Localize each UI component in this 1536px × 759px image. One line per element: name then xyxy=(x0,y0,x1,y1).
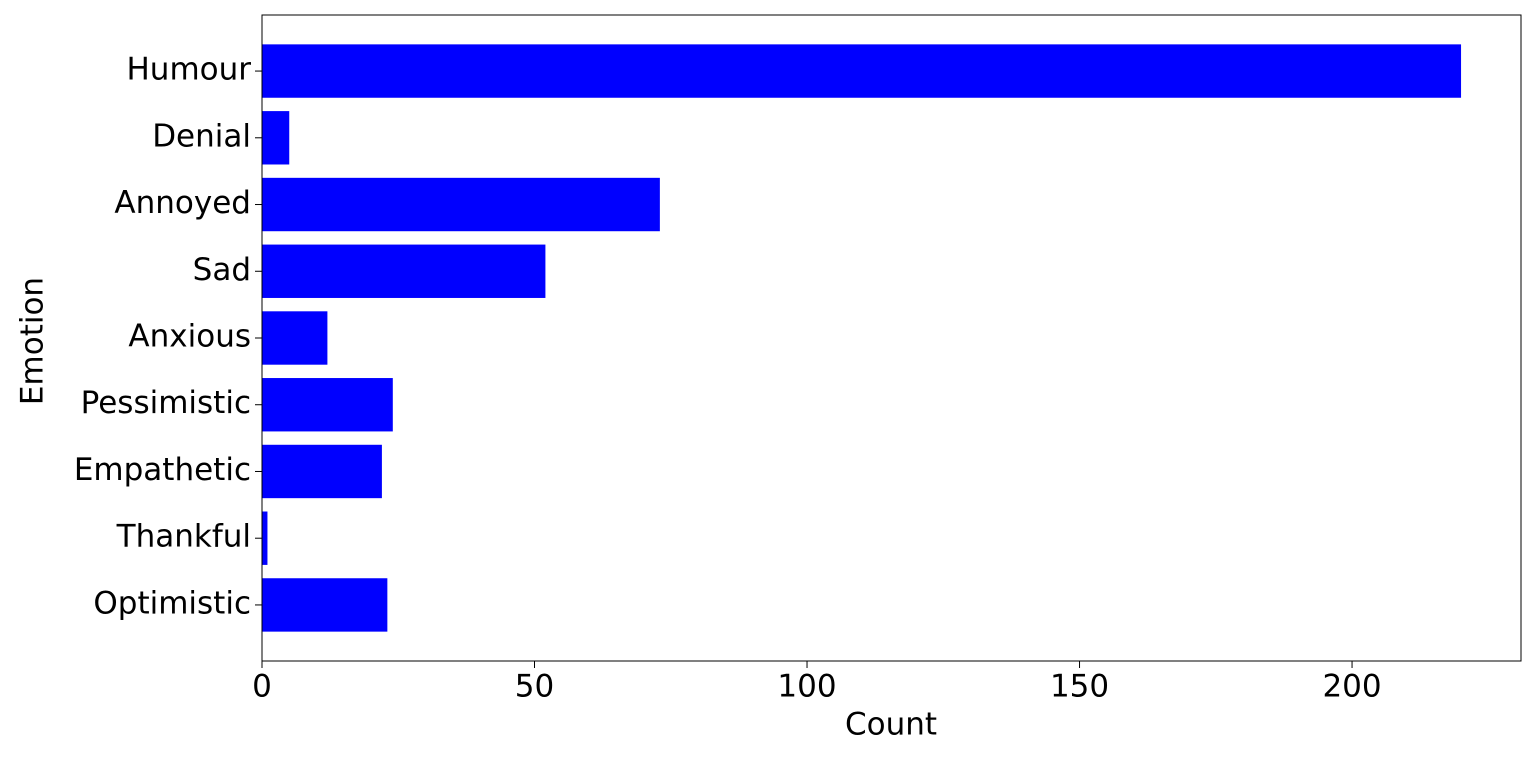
x-tick-label: 150 xyxy=(1050,669,1109,705)
bar xyxy=(262,378,393,432)
bar xyxy=(262,44,1462,98)
y-tick-label: Thankful xyxy=(116,519,251,555)
x-tick-label: 0 xyxy=(252,669,272,705)
bar xyxy=(262,244,546,298)
y-tick-label: Sad xyxy=(193,252,251,288)
plot-frame xyxy=(261,14,1522,662)
x-tick-label: 50 xyxy=(515,669,554,705)
bar xyxy=(262,111,290,165)
y-tick-label: Anxious xyxy=(128,319,251,355)
y-tick-label: Annoyed xyxy=(114,185,251,221)
bar xyxy=(262,311,328,365)
y-axis-label: Emotion xyxy=(15,277,51,405)
y-tick-label: Empathetic xyxy=(74,452,251,488)
y-tick-label: Pessimistic xyxy=(81,385,251,421)
x-axis-label: Count xyxy=(845,707,937,743)
bar xyxy=(262,578,388,632)
bar xyxy=(262,511,268,565)
bar xyxy=(262,444,382,499)
y-tick-label: Denial xyxy=(152,118,251,154)
x-tick-label: 200 xyxy=(1322,669,1381,705)
y-tick-label: Humour xyxy=(126,52,251,88)
x-tick-label: 100 xyxy=(777,669,836,705)
bar xyxy=(262,177,660,232)
y-tick-label: Optimistic xyxy=(93,585,251,621)
